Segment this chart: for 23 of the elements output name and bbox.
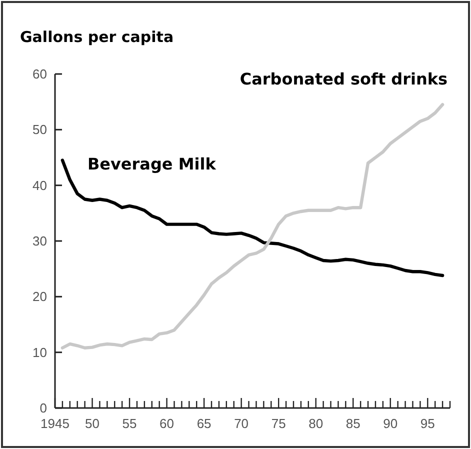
x-tick-label: 70: [234, 416, 249, 431]
series-label: Beverage Milk: [87, 154, 216, 174]
y-tick-label: 60: [32, 66, 47, 82]
y-tick-label: 50: [32, 122, 47, 138]
x-tick-label: 85: [346, 416, 360, 431]
x-tick-label: 60: [160, 416, 174, 431]
y-tick-label: 30: [32, 234, 47, 249]
x-tick-label: 90: [383, 416, 398, 431]
x-tick-label: 80: [308, 416, 324, 431]
x-tick-label: 95: [420, 416, 435, 431]
y-tick-label: 40: [32, 178, 47, 193]
y-tick-label: 10: [32, 344, 47, 360]
y-axis-title: Gallons per capita: [20, 28, 174, 46]
line-series: [60, 103, 444, 350]
x-tick-label: 65: [196, 416, 212, 431]
y-tick-label: 20: [32, 289, 47, 304]
y-tick-label: 0: [40, 400, 47, 416]
x-tick-label: 50: [85, 416, 100, 431]
x-tick-label: 55: [122, 416, 137, 431]
series-label: Carbonated soft drinks: [240, 70, 448, 89]
x-tick-label: 1945: [40, 416, 70, 431]
line-series: [60, 158, 444, 278]
x-tick-label: 75: [271, 416, 286, 431]
